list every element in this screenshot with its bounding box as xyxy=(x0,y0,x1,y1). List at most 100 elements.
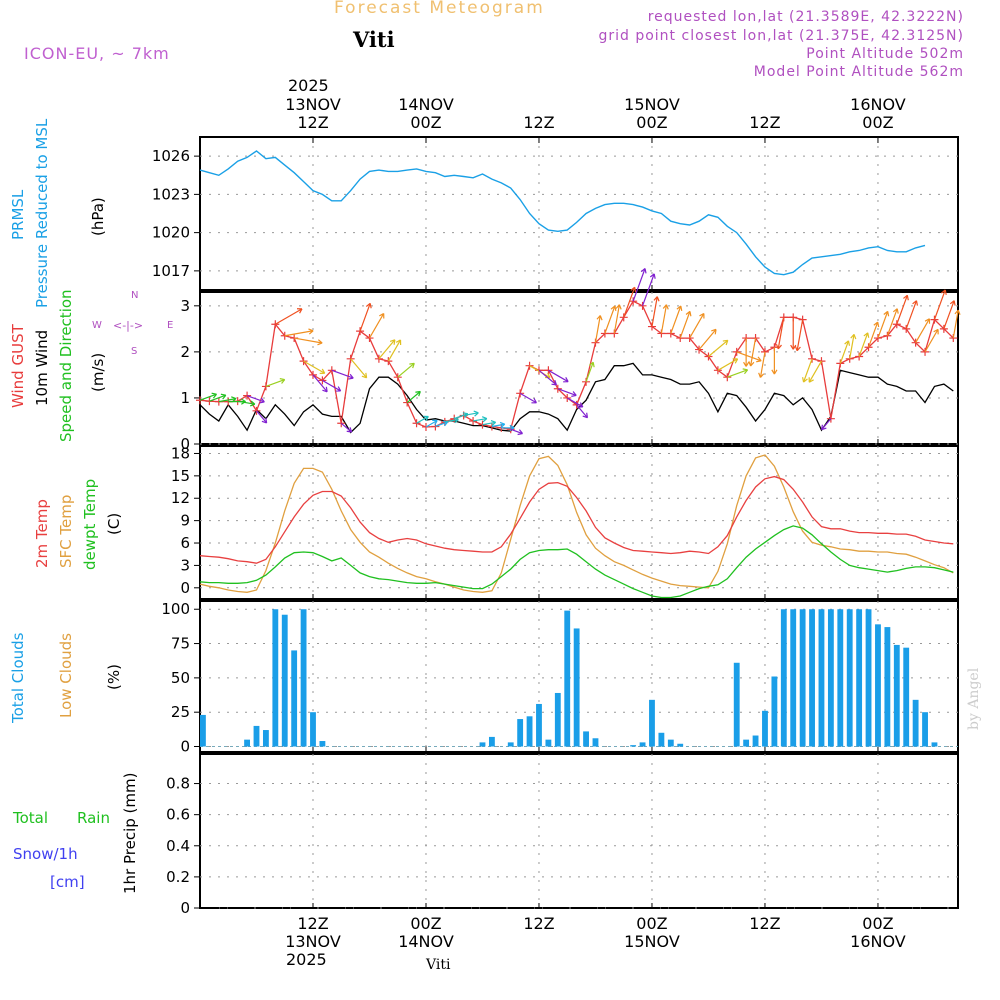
wind-arrow-shaft xyxy=(256,410,268,424)
wind-arrow-head xyxy=(794,345,801,352)
wind-arrow-shaft xyxy=(425,419,438,428)
compass-w: W xyxy=(92,320,102,331)
wind-arrow-shaft xyxy=(209,394,227,402)
ytick-label-0-1: 1020 xyxy=(152,224,190,242)
wind-arrow xyxy=(359,302,372,332)
cloud-bar xyxy=(799,609,806,747)
cloud-bar xyxy=(253,725,260,747)
compass-s: S xyxy=(131,346,138,357)
wind-arrow-shaft xyxy=(519,392,537,404)
wind-arrow xyxy=(877,310,890,339)
wind-arrow-head xyxy=(361,372,368,379)
wind-arrow-head xyxy=(775,343,782,350)
cloud-bar xyxy=(592,738,599,747)
wind-arrow xyxy=(331,369,354,380)
cloud-bar xyxy=(244,739,250,747)
wind-arrow-shaft xyxy=(803,358,813,383)
wind-arrow xyxy=(284,328,314,337)
wind-arrow xyxy=(727,368,749,378)
panel-frame-2 xyxy=(199,445,959,600)
wind-arrow-head xyxy=(490,419,497,427)
wind-arrow-head xyxy=(699,312,705,319)
wind-arrow xyxy=(368,312,385,339)
wind-arrow-head xyxy=(756,356,762,363)
wind-arrow-shaft xyxy=(340,422,353,433)
ytick-label-0-2: 1023 xyxy=(152,185,190,203)
gridpoint-coords: grid point closest lon,lat (21.375E, 42.… xyxy=(598,28,964,44)
wind-arrow xyxy=(378,339,396,360)
cloud-bar xyxy=(856,609,863,747)
gust-point xyxy=(723,373,732,382)
ytick-label-2-2: 6 xyxy=(180,534,190,552)
wind-arrow xyxy=(294,337,323,346)
gust-point xyxy=(534,366,543,375)
gust-point xyxy=(600,329,609,338)
ytick-label-4-4: 0.8 xyxy=(166,775,190,793)
wind-arrow-head xyxy=(711,328,717,335)
wind-arrow-head xyxy=(892,308,899,314)
wind-arrow-shaft xyxy=(246,395,265,403)
cloud-bar xyxy=(536,703,542,747)
wind-arrow xyxy=(858,332,870,357)
wind-arrow-head xyxy=(941,289,947,295)
cloud-bar xyxy=(827,609,834,747)
wind-arrow-shaft xyxy=(613,304,620,334)
wind-arrow-shaft xyxy=(199,393,217,401)
wind-arrow-shaft xyxy=(303,360,326,374)
wind-arrow xyxy=(557,388,577,397)
cloud-bar xyxy=(310,712,316,747)
cloud-bar xyxy=(912,699,919,747)
panel-frame-0 xyxy=(199,136,959,291)
wind-arrow-head xyxy=(808,377,814,383)
wind-arrow-shaft xyxy=(275,308,303,325)
rain-label: Rain xyxy=(77,809,110,827)
wind-arrow xyxy=(736,351,762,363)
cloud-bar xyxy=(300,609,307,747)
ytick-label-2-5: 15 xyxy=(171,467,190,485)
ytick-label-1-2: 2 xyxy=(180,343,190,361)
pressure-line xyxy=(199,150,926,276)
top-tick-hour-0: 12Z xyxy=(297,113,328,132)
wind-arrow-shaft xyxy=(849,334,855,359)
compass-e: E xyxy=(167,320,174,331)
top-tick-hour-3: 00Z xyxy=(636,113,667,132)
gust-point xyxy=(365,334,374,343)
wind-arrow xyxy=(679,310,692,339)
gust-point xyxy=(346,354,355,363)
wind-arrow-shaft xyxy=(759,351,766,378)
wind-arrow-head xyxy=(954,309,961,315)
wind-arrow-shaft xyxy=(406,391,421,404)
gust-point xyxy=(676,334,685,343)
wind-arrow-shaft xyxy=(750,337,757,367)
ytick-label-3-4: 100 xyxy=(161,600,190,618)
wind-arrow-head xyxy=(531,398,537,404)
wind-arrow-shaft xyxy=(237,400,255,405)
wind-arrow-head xyxy=(596,315,603,321)
wind-arrow-shaft xyxy=(727,369,748,378)
wind-arrow-head xyxy=(517,429,524,436)
wind-arrow-head xyxy=(423,415,429,422)
gust-point xyxy=(666,329,675,338)
ytick-label-2-0: 0 xyxy=(180,579,190,597)
gust-point xyxy=(516,389,525,398)
ytick-label-3-2: 50 xyxy=(171,669,190,687)
wind-arrow xyxy=(794,319,804,352)
gust-point xyxy=(911,338,920,347)
wind-arrow-shaft xyxy=(294,337,323,344)
sfc-temp-line xyxy=(199,454,954,593)
wind-arrow xyxy=(350,358,368,379)
cloud-bar xyxy=(554,692,561,747)
gust-point xyxy=(393,373,402,382)
wind-arrow-shaft xyxy=(708,339,729,357)
bottom-tick-day-3: 15NOV xyxy=(624,932,680,951)
wind-arrow xyxy=(896,294,909,325)
wind-arrow xyxy=(209,393,227,402)
wind-arrow xyxy=(472,416,488,423)
gust-point xyxy=(873,334,882,343)
point-altitude: Point Altitude 502m xyxy=(806,46,964,62)
ytick-label-4-0: 0 xyxy=(180,899,190,917)
gust-point xyxy=(252,406,261,415)
wind-arrow-shaft xyxy=(491,423,505,428)
wind-arrow-shaft xyxy=(397,362,415,378)
top-tick-day-0: 13NOV xyxy=(285,95,341,114)
